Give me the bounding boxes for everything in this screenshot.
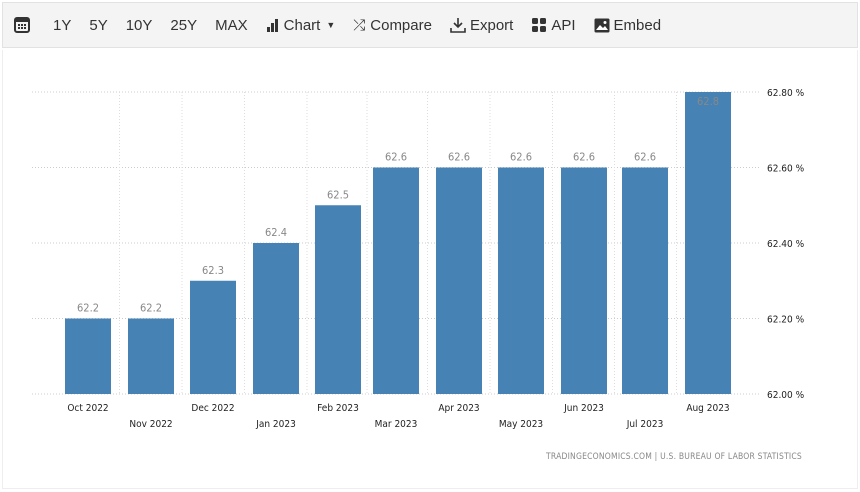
grid-icon	[532, 18, 547, 32]
export-button[interactable]: Export	[450, 17, 513, 34]
x-tick-label: Feb 2023	[317, 403, 359, 414]
embed-button[interactable]: Embed	[594, 16, 662, 34]
caret-down-icon: ▼	[326, 20, 336, 30]
embed-label: Embed	[613, 16, 662, 34]
compare-button[interactable]: ⤮ Compare	[353, 17, 432, 34]
source-label: TRADINGECONOMICS.COM | U.S. BUREAU OF LA…	[545, 452, 802, 462]
api-button[interactable]: API	[531, 16, 576, 34]
bar	[315, 205, 361, 394]
data-label: 62.2	[77, 302, 99, 315]
bar	[253, 243, 299, 394]
x-tick-label: Jun 2023	[563, 403, 604, 414]
data-label: 62.4	[265, 226, 287, 239]
bar	[498, 167, 544, 394]
data-label: 62.3	[202, 264, 224, 277]
data-label: 62.6	[385, 151, 407, 164]
chart-frame	[2, 50, 858, 489]
bar	[685, 92, 731, 394]
bar	[65, 318, 111, 394]
range-5y-button[interactable]: 5Y	[89, 16, 108, 34]
data-label: 62.5	[327, 188, 349, 201]
x-tick-label: Apr 2023	[438, 403, 479, 414]
image-icon	[594, 18, 610, 32]
range-10y-button[interactable]: 10Y	[125, 16, 153, 34]
shuffle-icon: ⤮	[353, 16, 366, 34]
y-tick-label: 62.60 %	[767, 164, 805, 175]
bar	[128, 318, 174, 394]
data-label: 62.6	[510, 151, 532, 164]
y-tick-label: 62.20 %	[767, 315, 805, 326]
x-tick-label: Nov 2022	[129, 419, 172, 430]
data-label: 62.2	[140, 302, 162, 315]
y-tick-label: 62.80 %	[767, 88, 805, 99]
bar	[561, 167, 607, 394]
compare-label: Compare	[370, 16, 432, 34]
x-tick-label: Aug 2023	[686, 403, 729, 414]
api-label: API	[551, 16, 576, 34]
toolbar: 1Y 5Y 10Y 25Y MAX Chart ▼ ⤮ Compare Expo…	[2, 2, 858, 48]
x-tick-label: Dec 2022	[191, 403, 234, 414]
x-tick-label: Jan 2023	[255, 419, 296, 430]
x-tick-label: May 2023	[499, 419, 543, 430]
data-label: 62.6	[448, 151, 470, 164]
y-tick-label: 62.40 %	[767, 239, 805, 250]
range-25y-button[interactable]: 25Y	[170, 16, 198, 34]
range-1y-button[interactable]: 1Y	[53, 16, 72, 34]
bar	[373, 167, 419, 394]
range-max-button[interactable]: MAX	[215, 16, 248, 34]
chart-label: Chart	[283, 16, 321, 34]
x-tick-label: Jul 2023	[626, 419, 664, 430]
x-tick-label: Mar 2023	[375, 419, 418, 430]
data-label: 62.6	[573, 151, 595, 164]
download-icon	[450, 18, 466, 33]
bar-chart-icon	[266, 19, 278, 32]
bar	[622, 167, 668, 394]
y-tick-label: 62.00 %	[767, 390, 805, 401]
data-label: 62.6	[634, 151, 656, 164]
export-label: Export	[469, 16, 514, 34]
calendar-icon[interactable]	[13, 16, 35, 34]
chart-type-button[interactable]: Chart ▼	[266, 16, 336, 34]
data-label: 62.8	[697, 95, 719, 108]
x-tick-label: Oct 2022	[67, 403, 108, 414]
bar	[436, 167, 482, 394]
bar	[190, 280, 236, 394]
